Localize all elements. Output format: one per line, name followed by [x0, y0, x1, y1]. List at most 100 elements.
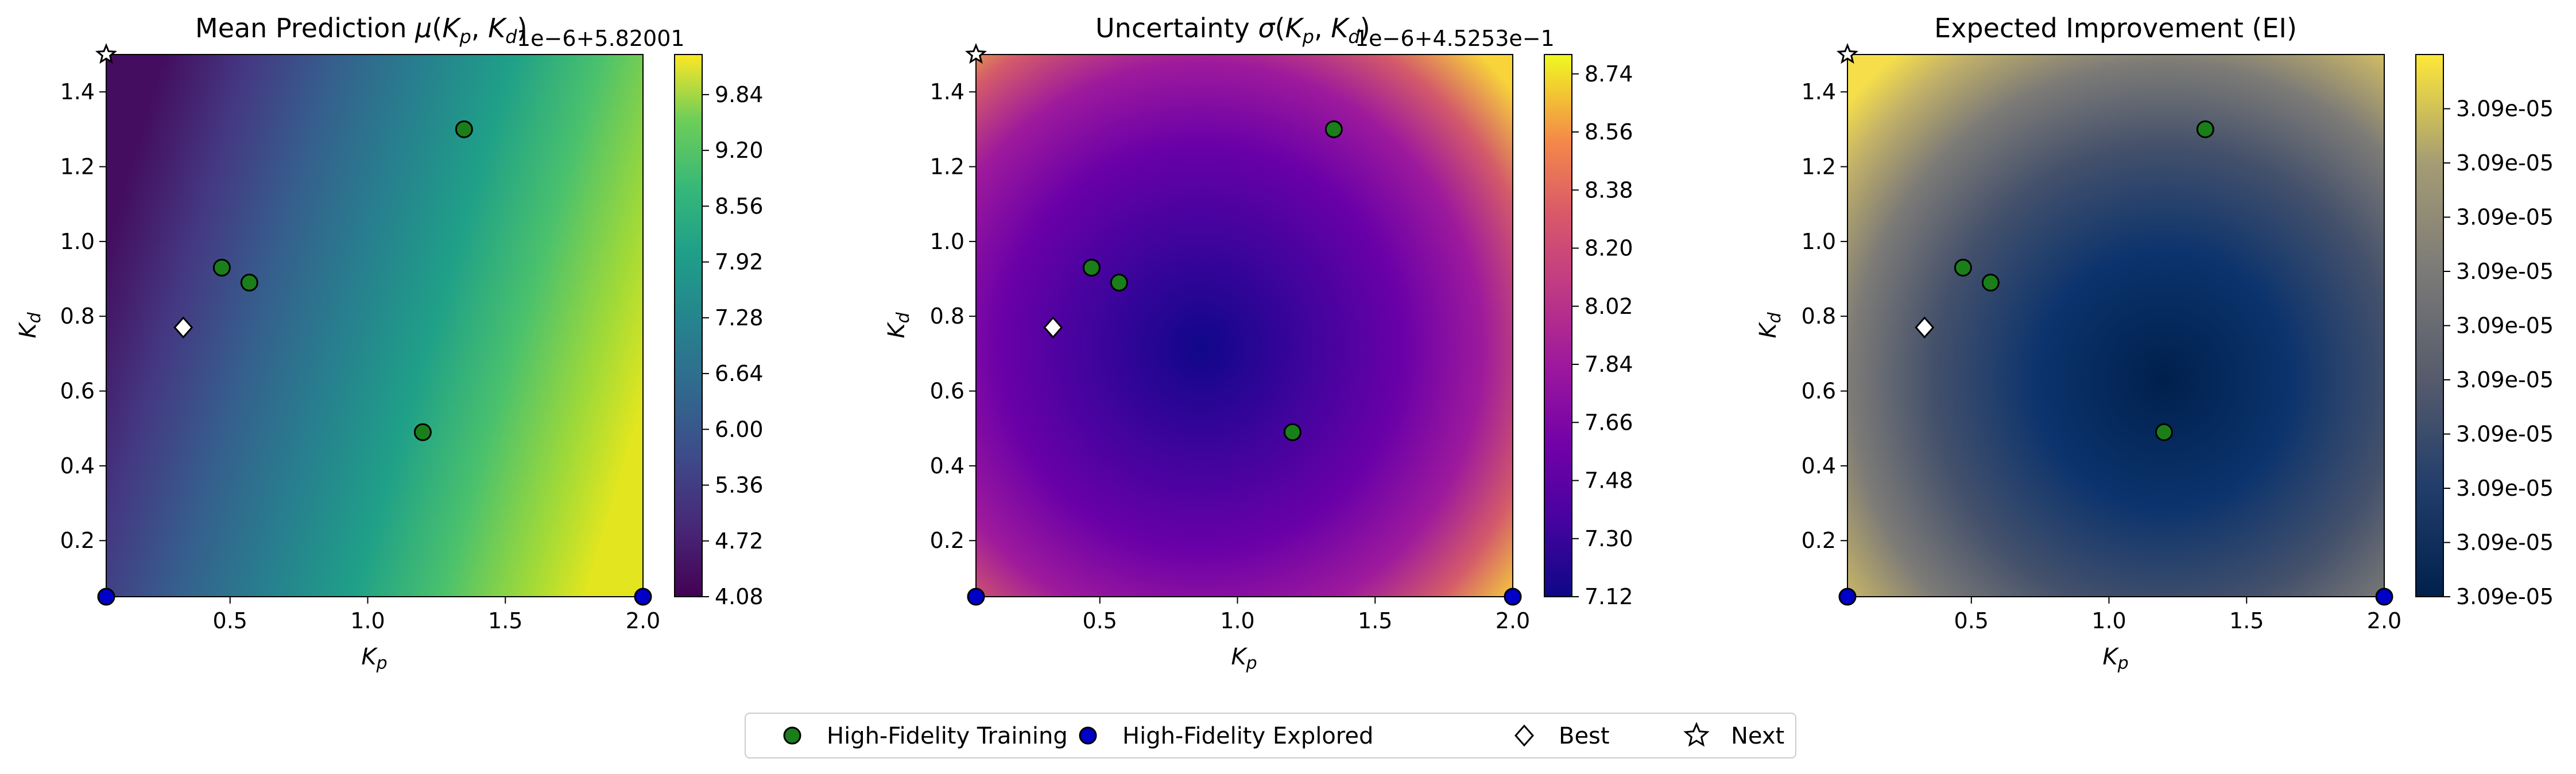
colorbar — [1544, 54, 1572, 597]
marker-group — [964, 42, 1522, 606]
legend-label: High-Fidelity Training — [827, 723, 1068, 749]
expected-improvement-panel: Expected Improvement (EI) 0.5 1.0 1.5 2.0 0… — [1755, 13, 2554, 674]
y-axis-label: Kd — [884, 312, 913, 338]
y-tick-label: 0.4 — [1802, 453, 1836, 479]
chart-title: Mean Prediction μ(Kp, Kd) — [195, 13, 528, 48]
colorbar-tick-label: 7.84 — [1585, 352, 1633, 377]
colorbar-tick-label: 8.38 — [1585, 177, 1633, 203]
explored-point — [967, 588, 985, 606]
training-point — [1283, 423, 1301, 441]
colorbar-tick-label: 7.92 — [715, 250, 764, 275]
legend-marker — [783, 726, 801, 745]
y-tick-label: 0.6 — [60, 379, 95, 404]
colorbar-offset-text: 1e−6+5.82001 — [517, 26, 685, 51]
x-tick-label: 0.5 — [1083, 608, 1117, 633]
y-axis-label: Kd — [1755, 312, 1785, 338]
chart-title: Expected Improvement (EI) — [1934, 13, 2297, 44]
y-tick-label: 0.4 — [930, 453, 964, 479]
y-tick-label: 1.0 — [1802, 229, 1836, 254]
mean-heatmap-field — [106, 55, 643, 597]
y-tick-label: 1.4 — [1802, 79, 1836, 104]
x-tick-label: 0.5 — [213, 608, 247, 633]
legend-frame — [745, 713, 1796, 759]
colorbar — [2415, 54, 2444, 597]
next-point — [1836, 42, 1859, 64]
training-point — [1324, 120, 1343, 138]
y-axis-label: Kd — [15, 312, 45, 338]
ei-heatmap-field — [1847, 55, 2384, 597]
colorbar-tick-label: 7.66 — [1585, 410, 1633, 435]
colorbar-tick-label: 9.84 — [715, 82, 764, 107]
legend-marker — [1683, 722, 1710, 747]
y-tick-label: 0.8 — [930, 304, 964, 329]
x-axis-label: Kp — [361, 644, 387, 674]
x-tick-label: 1.5 — [488, 608, 522, 633]
mean-prediction-panel: Mean Prediction μ(Kp, Kd) 0.5 1.0 1.5 2.0 0… — [15, 13, 764, 674]
colorbar-tick-label: 8.74 — [1585, 61, 1633, 87]
colorbar-tick-label: 8.02 — [1585, 294, 1633, 319]
legend-label: High-Fidelity Explored — [1122, 723, 1373, 749]
colorbar-tick-label: 4.08 — [715, 584, 764, 609]
legend-label: Next — [1731, 723, 1784, 749]
x-tick-label: 2.0 — [1496, 608, 1530, 633]
colorbar-tick-label: 3.09e-05 — [2456, 259, 2554, 284]
x-tick-label: 1.0 — [1220, 608, 1254, 633]
x-tick-label: 1.5 — [1358, 608, 1392, 633]
y-tick-label: 0.6 — [1802, 379, 1836, 404]
colorbar-tick-label: 6.64 — [715, 361, 764, 386]
y-tick-label: 1.2 — [60, 154, 95, 180]
colorbar-tick-group: 3.09e-05 3.09e-05 3.09e-05 3.09e-05 3.09e-05… — [2443, 96, 2554, 609]
y-tick-label: 1.4 — [60, 79, 95, 104]
colorbar-tick-label: 7.48 — [1585, 468, 1633, 493]
x-tick-label: 0.5 — [1954, 608, 1989, 633]
legend-marker — [1514, 724, 1535, 747]
explored-point — [2375, 588, 2393, 606]
y-tick-label: 0.4 — [60, 453, 95, 479]
best-point — [173, 316, 193, 339]
y-tick-label: 0.6 — [930, 379, 964, 404]
plot-frame — [106, 54, 644, 597]
colorbar-tick-label: 7.28 — [715, 305, 764, 330]
legend: High-Fidelity Training High-Fidelity Expl… — [745, 713, 1796, 759]
x-tick-label: 1.0 — [350, 608, 385, 633]
uncertainty-panel: Uncertainty σ(Kp, Kd) 0.5 1.0 1.5 2.0 0.20.… — [884, 13, 1633, 674]
y-tick-label: 1.2 — [930, 154, 964, 180]
chart-title: Uncertainty σ(Kp, Kd) — [1095, 13, 1370, 48]
marker-group — [1836, 42, 2393, 606]
training-point — [1954, 258, 1972, 277]
colorbar-tick-label: 5.36 — [715, 473, 764, 498]
colorbar-tick-label: 7.30 — [1585, 526, 1633, 551]
next-point — [95, 42, 118, 64]
x-axis-label: Kp — [1231, 644, 1257, 674]
explored-point — [97, 588, 115, 606]
x-tick-label: 2.0 — [626, 608, 660, 633]
training-point — [413, 423, 432, 441]
training-point — [455, 120, 473, 138]
y-tick-label: 0.8 — [60, 304, 95, 329]
colorbar-tick-label: 3.09e-05 — [2456, 205, 2554, 230]
training-point — [212, 258, 231, 277]
colorbar-tick-label: 9.20 — [715, 138, 764, 163]
best-point — [1043, 316, 1063, 339]
training-point — [1082, 258, 1101, 277]
x-tick-group: 0.5 1.0 1.5 2.0 — [1083, 597, 1530, 633]
colorbar-offset-text: 1e−6+4.5253e−1 — [1355, 26, 1555, 51]
legend-marker — [1079, 726, 1097, 745]
explored-point — [1838, 588, 1857, 606]
x-tick-label: 2.0 — [2367, 608, 2401, 633]
colorbar-tick-label: 8.56 — [1585, 119, 1633, 145]
colorbar-tick-label: 3.09e-05 — [2456, 530, 2554, 555]
legend-label: Best — [1559, 723, 1610, 749]
colorbar — [674, 54, 703, 597]
colorbar-tick-label: 8.20 — [1585, 236, 1633, 261]
next-point — [964, 42, 987, 64]
best-point — [1915, 316, 1935, 339]
y-tick-group: 0.2 0.4 0.6 0.8 1.0 1.2 1.4 — [1802, 79, 1847, 553]
colorbar-tick-label: 4.72 — [715, 528, 764, 554]
x-tick-label: 1.0 — [2091, 608, 2126, 633]
x-axis-label: Kp — [2102, 644, 2128, 674]
colorbar-tick-label: 3.09e-05 — [2456, 313, 2554, 339]
colorbar-tick-label: 7.12 — [1585, 584, 1633, 609]
y-tick-label: 1.4 — [930, 79, 964, 104]
training-point — [1981, 274, 2000, 292]
